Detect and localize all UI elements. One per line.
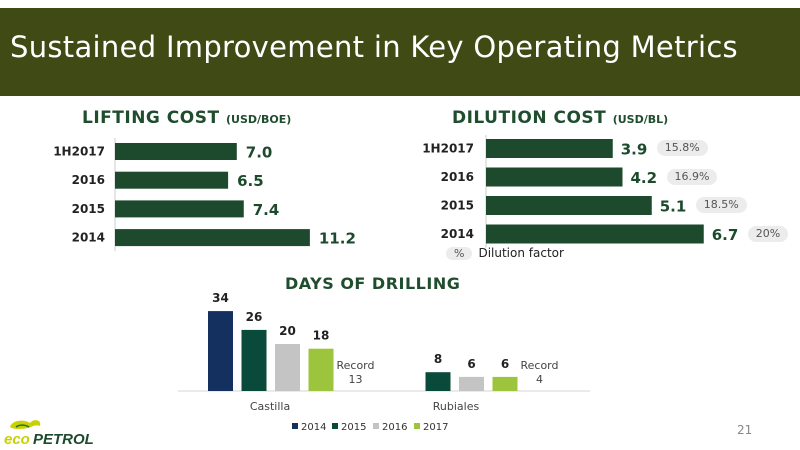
record-annotation-line1: Record: [520, 359, 558, 372]
dilution-factor-badge: 18.5%: [695, 197, 747, 213]
legend-label: 2015: [341, 422, 366, 433]
lifting-cost-value-label: 11.2: [319, 230, 356, 248]
legend-label: 2017: [423, 422, 448, 433]
drilling-value-label: 6: [467, 357, 475, 371]
dilution-cost-value-label: 6.7: [712, 226, 739, 244]
record-annotation-line2: 13: [349, 373, 363, 386]
lifting-cost-title: LIFTING COST (USD/BOE): [82, 108, 291, 128]
drilling-bar: [492, 376, 518, 391]
dilution-note-symbol: %: [446, 247, 473, 260]
lifting-cost-title-text: LIFTING COST: [82, 108, 220, 128]
dilution-cost-category-label: 1H2017: [422, 142, 474, 156]
drilling-bar: [275, 344, 300, 391]
svg-text:PETROL: PETROL: [33, 431, 94, 447]
lifting-cost-unit: (USD/BOE): [225, 113, 292, 126]
dilution-cost-title-text: DILUTION COST: [452, 108, 607, 128]
lifting-cost-bar: [115, 200, 244, 218]
svg-text:eco: eco: [4, 431, 30, 447]
legend-swatch: [332, 423, 338, 429]
lifting-cost-bar: [115, 171, 229, 189]
ecopetrol-logo: eco PETROL: [4, 420, 94, 447]
dilution-note-label: Dilution factor: [478, 246, 564, 260]
dilution-cost-unit: (USD/BL): [612, 113, 669, 126]
legend-label: 2014: [301, 422, 326, 433]
legend-label: 2016: [382, 422, 407, 433]
dilution-cost-title: DILUTION COST (USD/BL): [452, 108, 668, 128]
lifting-cost-value-label: 7.0: [246, 144, 273, 162]
page-title: Sustained Improvement in Key Operating M…: [10, 30, 738, 64]
dilution-cost-bar: [486, 224, 704, 244]
dilution-cost-category-label: 2016: [441, 170, 474, 184]
lifting-cost-category-label: 2014: [72, 231, 105, 245]
dilution-cost-category-label: 2014: [441, 227, 474, 241]
drilling-category-label: Castilla: [250, 400, 290, 413]
drilling-bar: [459, 376, 484, 391]
legend-swatch: [414, 423, 420, 429]
legend-swatch: [292, 423, 298, 429]
dilution-cost-value-label: 4.2: [631, 169, 658, 187]
lifting-cost-category-label: 2016: [72, 173, 105, 187]
drilling-value-label: 8: [434, 352, 442, 366]
drilling-bar: [308, 348, 334, 391]
drilling-value-label: 6: [501, 357, 509, 371]
lifting-cost-value-label: 7.4: [253, 201, 280, 219]
record-annotation-line1: Record: [336, 359, 374, 372]
dilution-cost-bar: [486, 167, 623, 187]
dilution-factor-badge: 20%: [747, 225, 789, 242]
legend-swatch: [373, 423, 379, 429]
dilution-cost-value-label: 5.1: [660, 198, 687, 216]
drilling-bar: [208, 311, 233, 391]
dilution-factor-badge: 15.8%: [656, 140, 708, 156]
lifting-cost-bar: [115, 143, 237, 160]
drilling-bar: [241, 329, 267, 391]
lifting-cost-value-label: 6.5: [237, 172, 264, 190]
record-annotation-line2: 4: [536, 373, 543, 386]
drilling-bar: [425, 372, 451, 391]
dilution-cost-bar: [486, 139, 613, 158]
dilution-factor-note: % Dilution factor: [446, 246, 564, 260]
dilution-cost-category-label: 2015: [441, 199, 474, 213]
dilution-factor-badge: 16.9%: [666, 168, 718, 185]
lifting-cost-bar: [115, 229, 310, 247]
dilution-cost-value-label: 3.9: [621, 141, 648, 159]
drilling-value-label: 20: [279, 324, 296, 338]
drilling-value-label: 18: [313, 329, 330, 343]
days-of-drilling-title: DAYS OF DRILLING: [285, 274, 461, 293]
drilling-value-label: 34: [212, 291, 229, 305]
dilution-cost-bar: [486, 196, 652, 215]
lifting-cost-category-label: 1H2017: [53, 145, 105, 159]
drilling-value-label: 26: [246, 310, 263, 324]
title-banner: [0, 8, 800, 96]
drilling-category-label: Rubiales: [433, 400, 480, 413]
page-number: 21: [737, 423, 753, 437]
lifting-cost-category-label: 2015: [72, 202, 105, 216]
